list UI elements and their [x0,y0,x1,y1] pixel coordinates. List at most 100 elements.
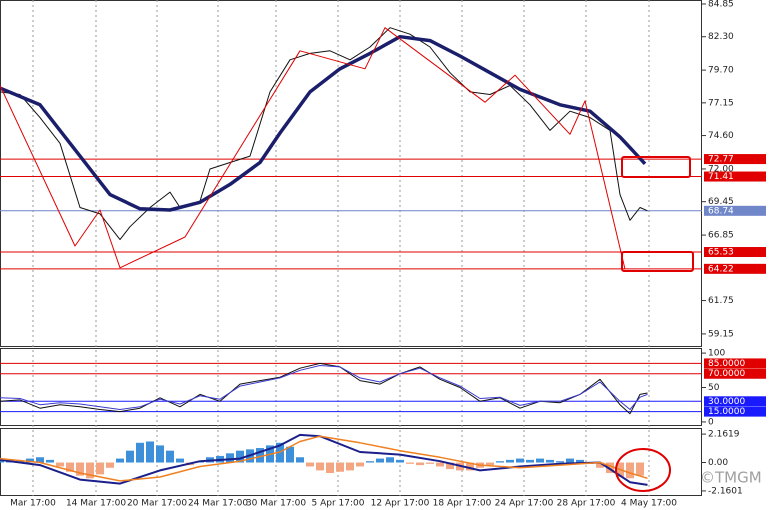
histogram-bar [396,459,404,463]
histogram-bar [576,459,584,463]
level-label: 71.41 [708,172,734,182]
level-label: 15.0000 [708,407,745,417]
histogram-bar [566,458,574,463]
histogram-bar [256,448,264,463]
histogram-bar [46,459,54,463]
histogram-bar [416,462,424,466]
series-line [0,435,648,482]
histogram-bar [366,461,374,463]
level-label-bg [704,263,766,274]
y-tick-label: 50 [708,383,720,393]
y-tick-label: 69.45 [708,197,734,207]
histogram-bar [636,462,644,476]
y-tick-label: 66.85 [708,231,734,241]
histogram-bar [306,462,314,467]
y-tick-label: 84.85 [708,0,734,9]
histogram-bar [326,462,334,474]
x-tick-label: 24 Mar 17:00 [188,499,248,509]
y-tick-label: 2.1619 [708,430,740,440]
y-tick-label: 0.00 [708,458,728,468]
histogram-bar [66,462,74,472]
histogram-bar [96,462,104,475]
y-tick-label: 82.30 [708,32,734,42]
histogram-bar [146,441,154,463]
series-line [0,365,648,410]
level-label: 68.74 [708,206,734,216]
histogram-bar [336,462,344,472]
level-label: 30.0000 [708,397,745,407]
histogram-bar [546,459,554,463]
histogram-bar [316,462,324,471]
level-label-bg [704,368,766,379]
histogram-bar [116,458,124,463]
histogram-bar [556,461,564,463]
watermark: ©TMGM [700,469,762,487]
y-tick-label: 0 [708,417,714,427]
histogram-bar [356,462,364,467]
histogram-bar [26,458,34,463]
histogram-bar [376,458,384,463]
histogram-bar [386,457,394,463]
y-tick-label: 79.70 [708,66,734,76]
histogram-bar [126,450,134,463]
level-label: 70.0000 [708,369,745,379]
histogram-bar [236,450,244,463]
series-line [0,34,647,212]
histogram-bar [76,462,84,476]
histogram-bar [526,459,534,463]
histogram-bar [516,458,524,463]
y-tick-label: 59.15 [708,329,734,339]
highlight-circle [615,448,671,492]
histogram-bar [406,462,414,464]
level-label: 64.22 [708,264,734,274]
histogram-bar [446,462,454,470]
histogram-bar [596,462,604,468]
y-tick-label: 61.75 [708,296,734,306]
level-label-bg [704,247,766,258]
y-tick-label: 77.15 [708,98,734,108]
level-label: 85.0000 [708,359,745,369]
x-tick-label: Mar 17:00 [10,499,56,509]
y-tick-label: 72.00 [708,164,734,174]
histogram-bar [506,459,514,463]
series-line [0,27,626,270]
histogram-bar [346,462,354,471]
level-label-bg [704,171,766,182]
histogram-bar [226,453,234,463]
histogram-bar [36,457,44,463]
x-tick-label: 20 Mar 17:00 [127,499,187,509]
level-label-bg [704,154,766,165]
level-label-bg [704,396,766,407]
histogram-bar [106,462,114,468]
x-tick-label: 4 May 17:00 [621,499,677,509]
y-tick-label: 74.60 [708,131,734,141]
level-label-bg [704,406,766,417]
y-tick-label: -2.1601 [708,486,743,496]
series-line [0,27,648,241]
x-tick-label: 30 Mar 17:00 [246,499,306,509]
level-label: 65.53 [708,248,734,258]
histogram-bar [86,462,94,479]
x-tick-label: 5 Apr 17:00 [312,499,365,509]
main-panel [0,0,702,347]
histogram-bar [606,462,614,474]
x-tick-label: 18 Apr 17:00 [433,499,492,509]
y-tick-label: 100 [708,349,725,359]
histogram-bar [486,462,494,466]
highlight-box [621,251,694,272]
histogram-bar [176,458,184,463]
oscillator-panel [0,348,702,426]
x-tick-label: 24 Apr 17:00 [495,499,554,509]
x-tick-label: 14 Mar 17:00 [66,499,126,509]
histogram-bar [466,462,474,471]
level-label-bg [704,358,766,369]
histogram-bar [426,462,434,464]
histogram-bar [136,442,144,463]
level-label: 72.77 [708,155,734,165]
histogram-bar [156,445,164,463]
histogram-bar [56,462,64,467]
histogram-bar [296,457,304,463]
histogram-bar [286,446,294,463]
x-tick-label: 28 Apr 17:00 [557,499,616,509]
